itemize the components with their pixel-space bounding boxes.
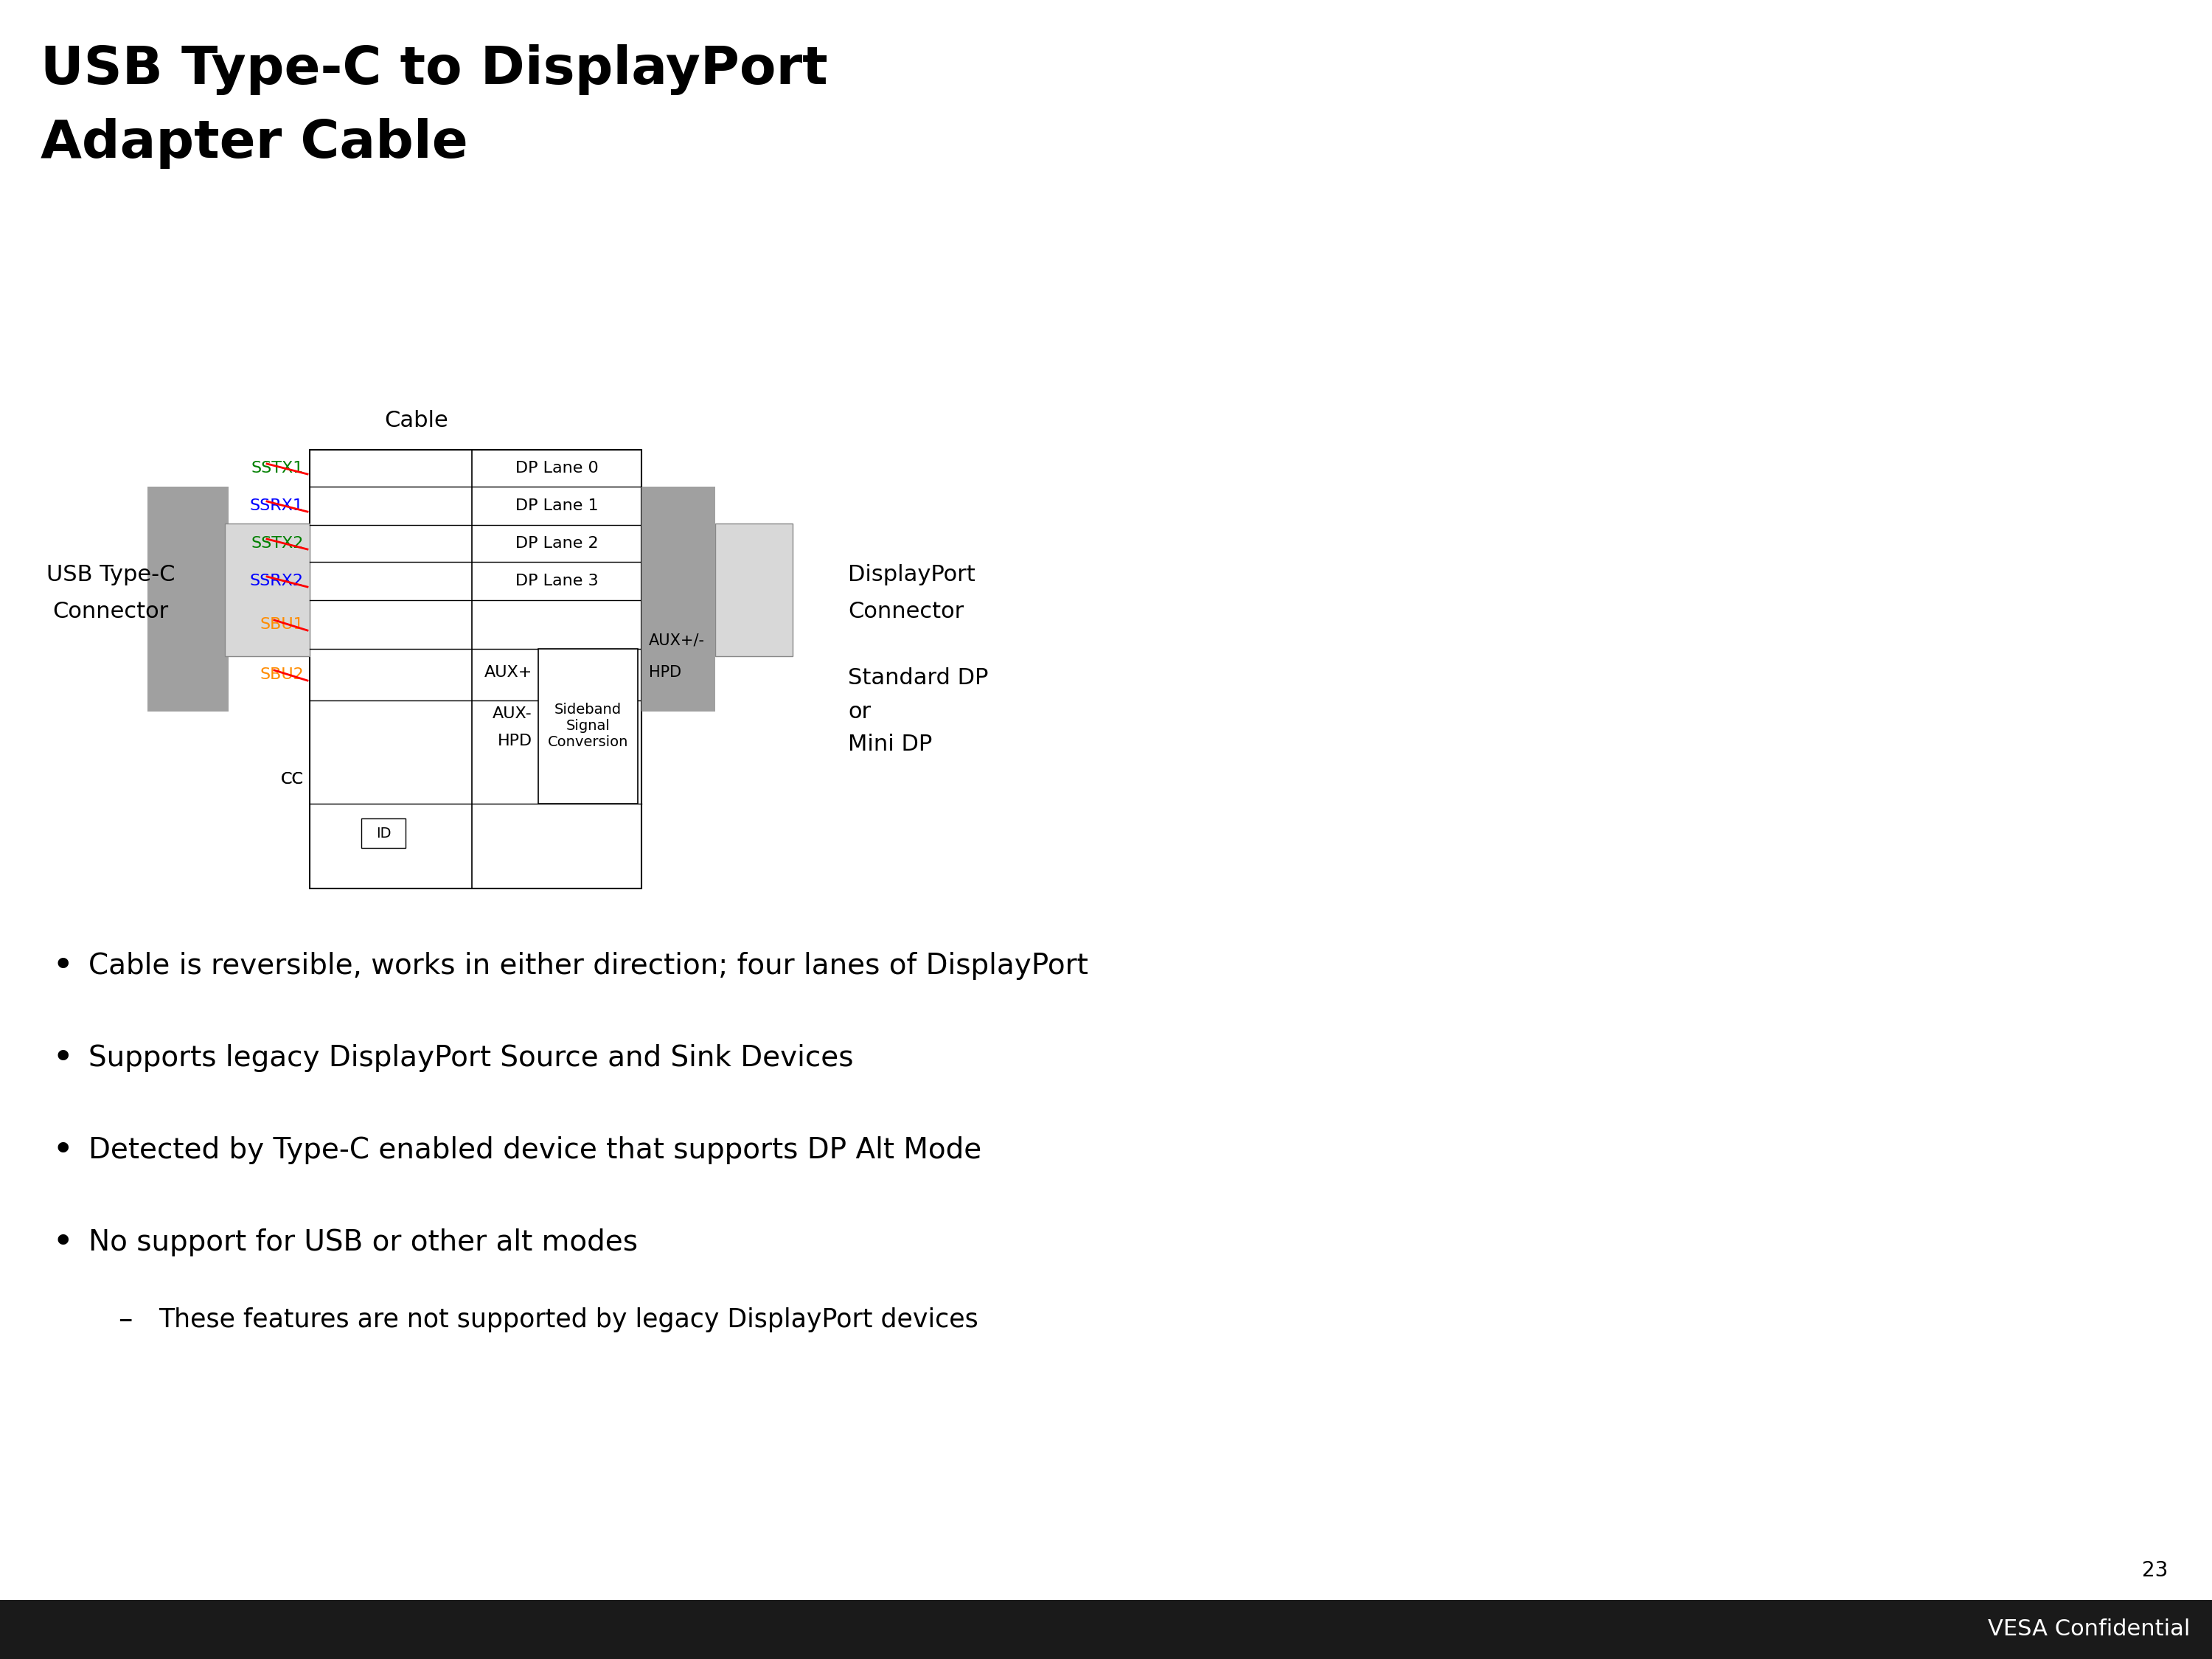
Text: DisplayPort: DisplayPort: [847, 564, 975, 586]
Text: •: •: [51, 1133, 73, 1168]
Text: Cable is reversible, works in either direction; four lanes of DisplayPort: Cable is reversible, works in either dir…: [88, 952, 1088, 980]
Text: SSRX1: SSRX1: [250, 498, 303, 513]
Text: VESA Confidential: VESA Confidential: [1989, 1619, 2190, 1641]
Text: CC: CC: [281, 771, 303, 786]
Text: Cable: Cable: [385, 410, 449, 431]
Text: •: •: [51, 1040, 73, 1075]
Text: SBU1: SBU1: [259, 617, 303, 632]
Text: DP Lane 3: DP Lane 3: [515, 574, 597, 589]
Text: •: •: [51, 1224, 73, 1261]
Bar: [641, 486, 714, 712]
Text: No support for USB or other alt modes: No support for USB or other alt modes: [88, 1228, 637, 1256]
Text: AUX+/-: AUX+/-: [648, 632, 706, 647]
Bar: [0, 1599, 2212, 1659]
Text: SSTX1: SSTX1: [252, 461, 303, 476]
Text: •: •: [51, 949, 73, 984]
Text: USB Type-C: USB Type-C: [46, 564, 175, 586]
Text: SSRX2: SSRX2: [250, 574, 303, 589]
Text: DP Lane 2: DP Lane 2: [515, 536, 597, 551]
Bar: [538, 649, 637, 803]
Text: Mini DP: Mini DP: [847, 733, 931, 755]
Bar: [310, 450, 641, 889]
Text: Sideband
Signal
Conversion: Sideband Signal Conversion: [549, 703, 628, 750]
Text: HPD: HPD: [648, 665, 681, 680]
Text: Standard DP: Standard DP: [847, 667, 989, 688]
Text: USB Type-C to DisplayPort: USB Type-C to DisplayPort: [40, 45, 827, 95]
Bar: [148, 486, 228, 712]
Text: 23: 23: [2141, 1559, 2168, 1581]
Text: Supports legacy DisplayPort Source and Sink Devices: Supports legacy DisplayPort Source and S…: [88, 1044, 854, 1072]
Bar: [226, 524, 310, 657]
Text: CC: CC: [281, 771, 303, 786]
Text: ID: ID: [376, 826, 392, 839]
Text: Adapter Cable: Adapter Cable: [40, 118, 469, 169]
Text: –: –: [117, 1306, 133, 1334]
Text: AUX-: AUX-: [493, 707, 533, 722]
Text: Detected by Type-C enabled device that supports DP Alt Mode: Detected by Type-C enabled device that s…: [88, 1136, 982, 1165]
Bar: [714, 524, 792, 657]
Text: HPD: HPD: [498, 733, 533, 748]
Text: or: or: [847, 700, 872, 722]
Text: DP Lane 0: DP Lane 0: [515, 461, 597, 476]
Text: AUX+: AUX+: [484, 665, 533, 680]
Text: Connector: Connector: [847, 601, 964, 622]
Text: Connector: Connector: [53, 601, 168, 622]
Text: DP Lane 1: DP Lane 1: [515, 498, 597, 513]
Text: SSTX2: SSTX2: [252, 536, 303, 551]
Text: SBU2: SBU2: [259, 667, 303, 682]
Bar: [361, 818, 405, 848]
Text: These features are not supported by legacy DisplayPort devices: These features are not supported by lega…: [159, 1307, 978, 1332]
